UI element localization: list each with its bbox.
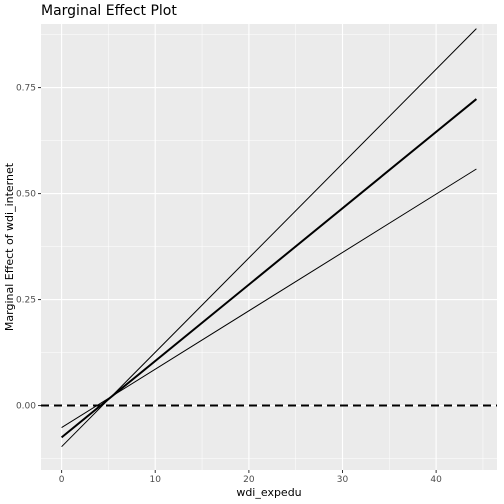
x-tick-label: 40 <box>430 475 442 485</box>
x-tick-label: 20 <box>243 475 255 485</box>
series-layer <box>41 28 497 448</box>
series-line-upper <box>61 28 477 448</box>
y-tick-label: 0.25 <box>16 296 36 306</box>
x-axis-title: wdi_expedu <box>236 486 301 499</box>
x-tick-label: 0 <box>59 475 65 485</box>
x-tick-label: 30 <box>337 475 349 485</box>
chart-title: Marginal Effect Plot <box>41 3 177 19</box>
series-line-lower <box>61 168 477 429</box>
y-tick-label: 0.75 <box>16 84 36 94</box>
plot-panel <box>41 24 497 470</box>
grid-major <box>41 24 497 470</box>
y-tick-label: 0.50 <box>16 190 36 200</box>
grid-minor <box>41 24 497 470</box>
y-axis-title: Marginal Effect of wdi_internet <box>3 162 16 331</box>
y-tick-label: 0.00 <box>16 402 36 412</box>
x-tick-label: 10 <box>150 475 162 485</box>
x-axis: 0 10 20 30 40 <box>59 470 442 485</box>
y-axis: 0.00 0.25 0.50 0.75 <box>16 84 41 412</box>
series-line-estimate <box>60 98 478 439</box>
